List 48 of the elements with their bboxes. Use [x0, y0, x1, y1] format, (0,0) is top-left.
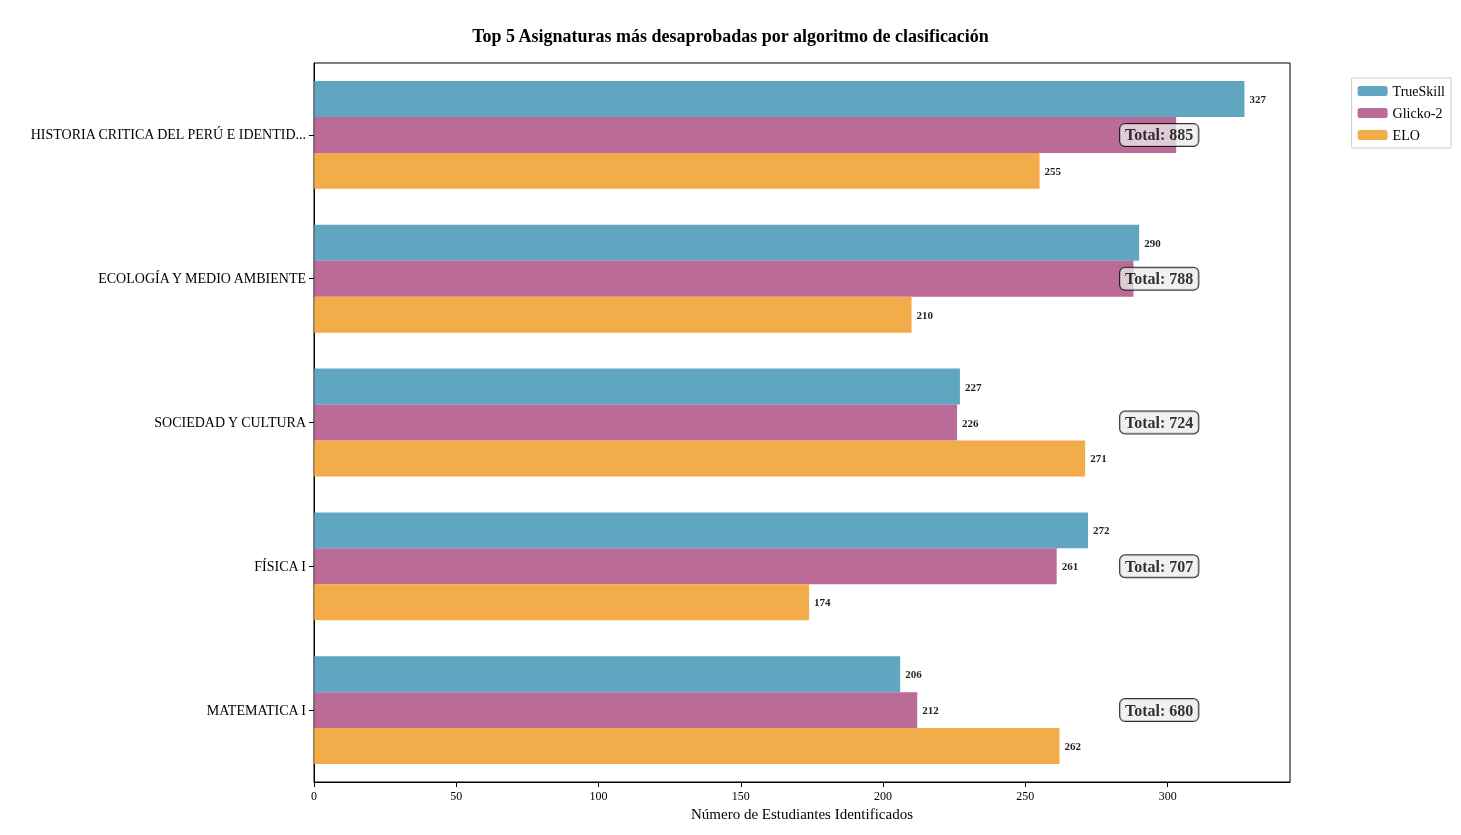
y-tick-label: FÍSICA I: [254, 557, 307, 574]
bar: [314, 368, 960, 405]
y-tick-label: HISTORIA CRITICA DEL PERÚ E IDENTID...: [30, 126, 306, 143]
y-tick-label: MATEMATICA I: [206, 702, 307, 718]
legend-label: ELO: [1392, 127, 1420, 143]
data-label: 255: [1044, 164, 1062, 177]
bar: [314, 548, 1057, 585]
data-label: 227: [964, 380, 982, 393]
x-axis-title: Número de Estudiantes Identificados: [690, 806, 914, 823]
annotation: Total: 724: [1125, 414, 1194, 431]
bar: [314, 440, 1086, 477]
bar: [314, 296, 912, 333]
bar: [314, 656, 901, 693]
bar: [314, 404, 958, 441]
data-label: 210: [916, 308, 934, 321]
chart-title: Top 5 Asignaturas más desaprobadas por algoritmo de clasificación: [472, 26, 989, 46]
x-tick-label: 150: [731, 789, 750, 803]
x-tick-label: 250: [1016, 789, 1035, 803]
data-label: 261: [1061, 560, 1079, 573]
bar: [314, 512, 1088, 549]
data-label: 272: [1092, 524, 1110, 537]
annotation: Total: 680: [1125, 701, 1194, 719]
bar: [314, 692, 918, 729]
annotation: Total: 707: [1125, 557, 1194, 575]
annotation: Total: 788: [1125, 270, 1194, 288]
data-label: 174: [814, 596, 832, 609]
data-label: 206: [905, 668, 923, 681]
y-tick-label: SOCIEDAD Y CULTURA: [154, 415, 307, 430]
bar: [314, 224, 1140, 261]
data-label: 271: [1090, 452, 1107, 465]
x-tick-label: 50: [450, 789, 463, 803]
bar: [314, 584, 810, 621]
x-tick-label: 100: [589, 789, 608, 803]
bar: [314, 80, 1245, 117]
x-tick-label: 200: [874, 789, 893, 803]
x-tick-label: 300: [1158, 789, 1177, 803]
legend-label: TrueSkill: [1392, 83, 1446, 99]
y-tick-label: ECOLOGÍA Y MEDIO AMBIENTE: [98, 270, 306, 287]
data-label: 262: [1064, 740, 1082, 753]
data-label: 327: [1249, 92, 1267, 105]
data-label: 226: [962, 416, 980, 429]
data-label: 290: [1144, 236, 1162, 249]
x-tick-label: 0: [311, 789, 317, 803]
bar: [314, 152, 1040, 189]
bar: [314, 728, 1060, 765]
legend-label: Glicko-2: [1392, 105, 1443, 121]
annotation: Total: 885: [1125, 126, 1194, 144]
data-label: 212: [922, 704, 940, 717]
